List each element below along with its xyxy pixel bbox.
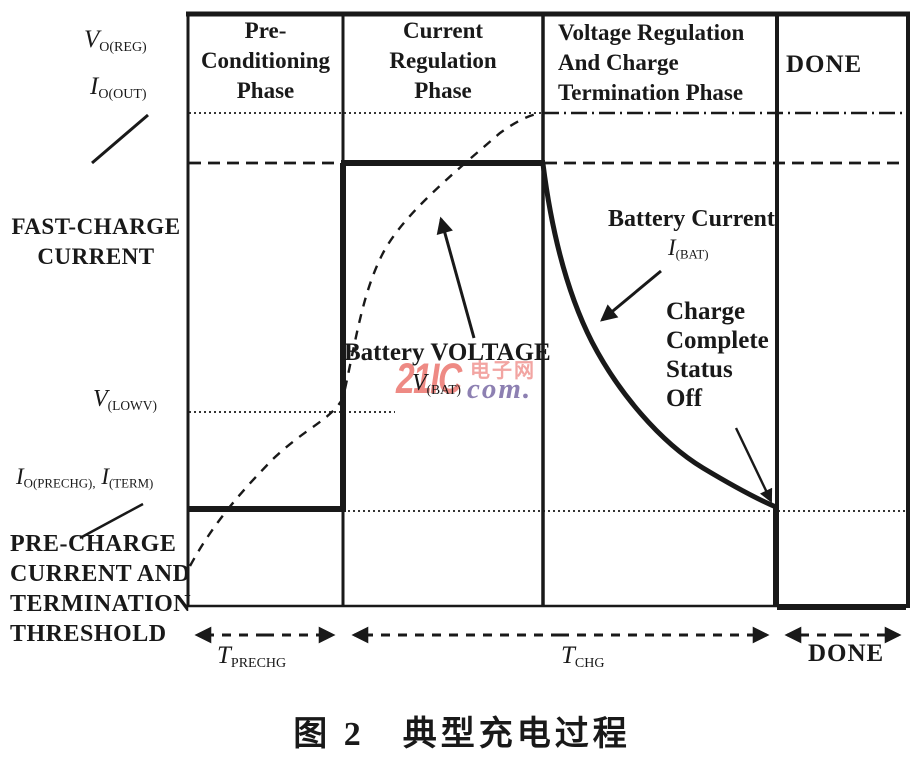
voreg-subscript: O(REG) [99, 39, 147, 55]
phase-header-voltage-regulation: Voltage Regulation And Charge Terminatio… [558, 20, 745, 105]
ioout-symbol: I [90, 73, 99, 100]
ioout-subscript: O(OUT) [98, 86, 147, 102]
iprechg-symbol: I [16, 464, 24, 489]
tchg-subscript: CHG [574, 655, 605, 671]
battery-current-label: Battery Current [608, 206, 775, 232]
phase-header-preconditioning: Pre- Conditioning Phase [200, 18, 331, 103]
voreg-label: VO(REG) [84, 24, 147, 56]
charge-complete-arrow [734, 427, 773, 503]
precharge-pointer-line [79, 502, 144, 540]
tchg-symbol: T [561, 642, 575, 669]
done-timeline-label: DONE [808, 640, 885, 667]
fast-charge-current-label: FAST-CHARGE CURRENT [11, 214, 181, 269]
voreg-pointer-line [91, 113, 149, 165]
iterm-subscript: (TERM) [108, 476, 154, 491]
phase-header-current-regulation: Current Regulation Phase [389, 18, 497, 103]
battery-voltage-curve [188, 111, 544, 567]
precharge-threshold-label: PRE-CHARGE CURRENT AND TERMINATION THRES… [10, 531, 192, 647]
vlowv-label: V(LOWV) [93, 384, 157, 415]
charge-complete-label: Charge Complete Status Off [666, 298, 769, 412]
tprechg-symbol: T [217, 642, 231, 669]
ibat-label: I(BAT) [668, 234, 709, 263]
vbat-subscript: (BAT) [426, 381, 462, 397]
ibat-subscript: (BAT) [675, 247, 709, 262]
battery-voltage-arrow [436, 216, 476, 339]
watermark-cn-text: 电子网 [470, 360, 536, 382]
iprechg-subscript: O(PRECHG), [23, 476, 96, 491]
vbat-label: V(BAT) [412, 368, 461, 399]
voreg-symbol: V [84, 26, 100, 53]
vlowv-subscript: (LOWV) [107, 397, 157, 413]
battery-current-decay-curve [540, 163, 777, 510]
figure-caption: 图 2 典型充电过程 [293, 716, 631, 753]
phase-header-done: DONE [786, 51, 863, 78]
ibat-symbol: I [668, 235, 676, 260]
vlowv-symbol: V [93, 386, 108, 412]
tchg-label: TCHG [561, 640, 604, 672]
watermark-21ic-logo: 21IC [396, 355, 462, 403]
tprechg-subscript: PRECHG [230, 655, 287, 671]
battery-current-arrow [600, 269, 662, 322]
iprechg-iterm-label: IO(PRECHG), I(TERM) [16, 463, 153, 492]
vbat-symbol: V [412, 370, 427, 396]
watermark-com-text: com. [467, 373, 533, 405]
tprechg-label: TPRECHG [217, 640, 286, 672]
battery-voltage-label: Battery VOLTAGE [344, 339, 551, 366]
ioout-label: IO(OUT) [90, 71, 147, 103]
iterm-symbol: I [95, 464, 109, 489]
